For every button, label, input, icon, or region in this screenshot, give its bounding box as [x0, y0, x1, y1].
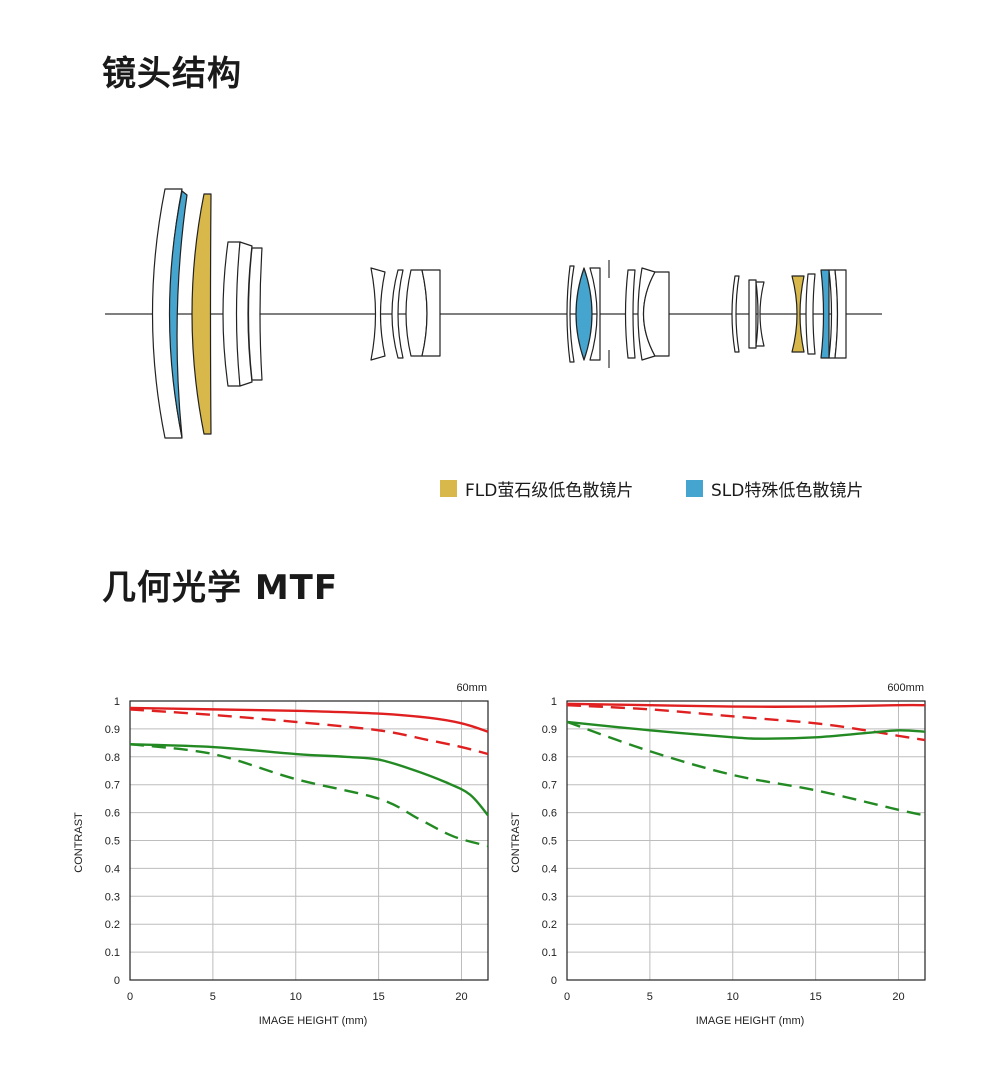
- x-tick-label: 0: [564, 991, 570, 1003]
- y-tick-label: 0: [114, 975, 120, 987]
- y-tick-label: 1: [551, 696, 557, 708]
- legend-item-sld: SLD特殊低色散镜片: [686, 476, 863, 501]
- mtf-line-green-dashed: [566, 720, 926, 817]
- lens-element-8: [391, 269, 404, 359]
- mtf-line-green-solid: [566, 720, 926, 740]
- y-tick-label: 0.4: [542, 863, 557, 875]
- mtf-line-green-dashed: [129, 743, 489, 848]
- legend-label-sld: SLD特殊低色散镜片: [711, 481, 864, 501]
- legend-swatch-sld: [686, 480, 703, 497]
- lens-element-19: [755, 281, 765, 347]
- x-tick-label: 20: [455, 991, 467, 1003]
- y-tick-label: 0.6: [105, 808, 120, 820]
- mtf-title: 几何光学 MTF: [102, 568, 339, 608]
- plot-frame: [129, 700, 489, 981]
- lens-element-18: [748, 279, 757, 349]
- lens-element-9: [405, 269, 428, 357]
- y-tick-label: 0.6: [542, 808, 557, 820]
- lens-element-3-fld: [191, 193, 212, 435]
- x-tick-label: 15: [372, 991, 384, 1003]
- lens-element-21: [805, 273, 816, 355]
- y-tick-label: 0.9: [105, 724, 120, 736]
- mtf-chart-60mm: 00.10.20.30.40.50.60.70.80.910 5 10 15 2060m…: [73, 682, 489, 1027]
- legend-swatch-fld: [440, 480, 457, 497]
- lens-structure-diagram: [105, 188, 882, 439]
- y-tick-label: 0.3: [105, 891, 120, 903]
- x-tick-label: 5: [210, 991, 216, 1003]
- y-tick-label: 0.7: [105, 780, 120, 792]
- y-tick-label: 0.8: [542, 752, 557, 764]
- x-axis-title: IMAGE HEIGHT (mm): [259, 1015, 368, 1027]
- mtf-line-red-solid: [566, 702, 926, 708]
- y-tick-label: 0.1: [542, 947, 557, 959]
- mtf-line-red-solid: [129, 706, 489, 733]
- y-tick-label: 0.4: [105, 863, 120, 875]
- lens-element-17: [731, 275, 740, 353]
- y-tick-label: 0.7: [542, 780, 557, 792]
- legend-label-fld: FLD萤石级低色散镜片: [465, 481, 634, 501]
- x-tick-label: 0: [127, 991, 133, 1003]
- lens-element-12-sld: [575, 267, 593, 361]
- y-tick-label: 0.5: [105, 836, 120, 848]
- x-tick-label: 15: [809, 991, 821, 1003]
- y-tick-label: 0.9: [542, 724, 557, 736]
- mtf-chart-600mm: 00.10.20.30.40.50.60.70.80.910 5 10 15 20600…: [510, 682, 926, 1027]
- x-tick-label: 20: [892, 991, 904, 1003]
- plot-frame: [566, 700, 926, 981]
- mtf-line-green-solid: [129, 743, 489, 817]
- lens-element-24: [834, 269, 847, 359]
- lens-element-10: [421, 269, 441, 357]
- y-tick-label: 0.1: [105, 947, 120, 959]
- y-tick-label: 0: [551, 975, 557, 987]
- lens-element-6: [247, 247, 263, 381]
- chart-focal-length: 60mm: [456, 682, 487, 694]
- lens-element-7: [370, 267, 386, 361]
- mtf-line-red-dashed: [566, 703, 926, 742]
- lens-element-2-sld: [168, 190, 188, 438]
- lens-element-22-sld: [820, 269, 830, 359]
- y-axis-title: CONTRAST: [510, 812, 522, 873]
- mtf-line-red-dashed: [129, 708, 489, 756]
- y-tick-label: 0.5: [542, 836, 557, 848]
- x-tick-label: 10: [290, 991, 302, 1003]
- lens-element-14: [624, 269, 636, 359]
- y-tick-label: 0.3: [542, 891, 557, 903]
- lens-element-20-fld: [791, 275, 805, 353]
- y-tick-label: 0.2: [542, 919, 557, 931]
- x-axis-title: IMAGE HEIGHT (mm): [696, 1015, 805, 1027]
- x-tick-label: 10: [727, 991, 739, 1003]
- lens-element-11: [566, 265, 575, 363]
- y-axis-title: CONTRAST: [73, 812, 85, 873]
- y-tick-label: 0.8: [105, 752, 120, 764]
- lens-structure-title: 镜头结构: [102, 54, 242, 94]
- legend-item-fld: FLD萤石级低色散镜片: [440, 476, 633, 501]
- x-tick-label: 5: [647, 991, 653, 1003]
- y-tick-label: 0.2: [105, 919, 120, 931]
- chart-focal-length: 600mm: [887, 682, 924, 694]
- lens-element-16: [642, 271, 670, 357]
- lens-element-13: [589, 267, 601, 361]
- y-tick-label: 1: [114, 696, 120, 708]
